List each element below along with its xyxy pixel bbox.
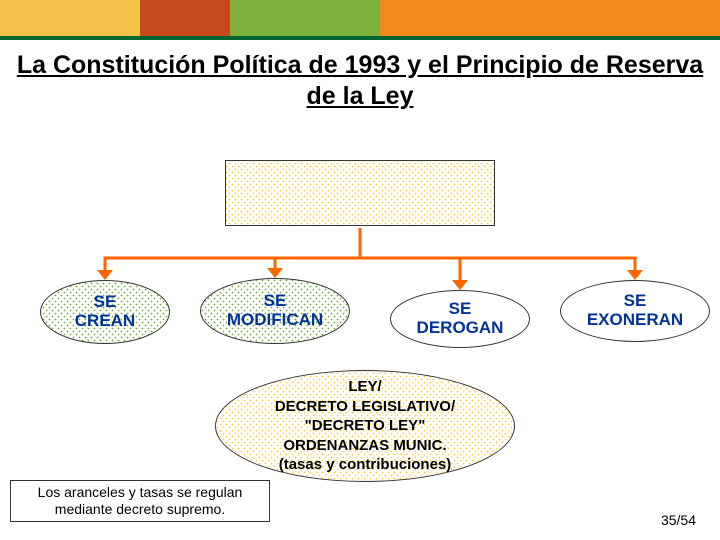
action-ellipse: SECREAN bbox=[40, 280, 170, 344]
action-label: SECREAN bbox=[75, 293, 135, 330]
action-ellipse: SEEXONERAN bbox=[560, 280, 710, 342]
tributo-box: TRIBUTO bbox=[225, 160, 495, 226]
tributo-label: TRIBUTO bbox=[294, 176, 427, 210]
header-band-segment bbox=[0, 0, 140, 36]
action-label: SEEXONERAN bbox=[587, 292, 683, 329]
legal-sources-text: LEY/DECRETO LEGISLATIVO/"DECRETO LEY"ORD… bbox=[275, 377, 455, 475]
page-number: 35/54 bbox=[661, 512, 696, 528]
legal-sources-ellipse: LEY/DECRETO LEGISLATIVO/"DECRETO LEY"ORD… bbox=[215, 370, 515, 482]
header-band bbox=[0, 0, 720, 36]
action-label: SEDEROGAN bbox=[417, 300, 504, 337]
action-label: SEMODIFICAN bbox=[227, 292, 323, 329]
header-band-segment bbox=[140, 0, 230, 36]
action-ellipse: SEDEROGAN bbox=[390, 290, 530, 348]
footnote-text: Los aranceles y tasas se regulanmediante… bbox=[17, 484, 263, 518]
header-band-segment bbox=[380, 0, 720, 36]
header-band-segment bbox=[230, 0, 380, 36]
action-ellipse: SEMODIFICAN bbox=[200, 278, 350, 344]
title-text: La Constitución Política de 1993 y el Pr… bbox=[17, 51, 703, 110]
footnote-box: Los aranceles y tasas se regulanmediante… bbox=[10, 480, 270, 522]
header-underline bbox=[0, 36, 720, 40]
page-title: La Constitución Política de 1993 y el Pr… bbox=[0, 50, 720, 113]
